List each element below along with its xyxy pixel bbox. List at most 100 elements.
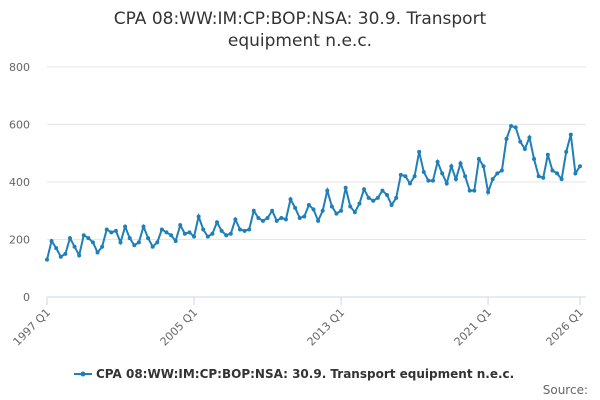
data-point	[435, 159, 440, 164]
data-point	[123, 224, 128, 229]
data-point	[77, 253, 82, 258]
x-tick-label: 1997 Q1	[11, 306, 54, 349]
data-point	[58, 254, 63, 259]
data-point	[343, 185, 348, 190]
data-point	[545, 152, 550, 157]
data-point	[150, 244, 155, 249]
data-point	[568, 132, 573, 137]
data-point	[63, 251, 68, 256]
data-point	[532, 157, 537, 161]
data-point	[256, 215, 261, 220]
data-point	[192, 234, 197, 239]
data-point	[467, 188, 472, 193]
data-point	[224, 233, 229, 238]
data-point	[518, 139, 523, 144]
data-point	[265, 215, 270, 220]
data-point	[430, 178, 435, 183]
data-point	[417, 149, 422, 154]
data-point	[215, 220, 220, 225]
data-point	[449, 164, 454, 169]
data-point	[127, 236, 132, 241]
data-point	[394, 195, 399, 200]
data-point	[146, 236, 151, 241]
data-point	[375, 195, 380, 200]
data-point	[366, 195, 371, 200]
data-point	[210, 231, 215, 236]
data-point	[339, 208, 344, 213]
data-point	[159, 227, 164, 232]
legend: CPA 08:WW:IM:CP:BOP:NSA: 30.9. Transport…	[74, 367, 514, 381]
data-point	[178, 223, 183, 228]
data-point	[251, 208, 256, 213]
data-point	[45, 257, 49, 262]
data-point	[476, 157, 481, 161]
data-point	[132, 243, 137, 248]
data-point	[67, 236, 72, 241]
data-point	[458, 161, 463, 166]
data-point	[279, 215, 284, 220]
data-point	[49, 238, 54, 243]
data-point	[109, 230, 114, 235]
data-point	[407, 181, 412, 186]
data-point	[233, 217, 238, 222]
data-point	[334, 211, 339, 216]
data-point	[444, 181, 449, 186]
data-point	[527, 135, 532, 140]
data-point	[54, 246, 59, 251]
data-point	[196, 214, 201, 219]
legend-label: CPA 08:WW:IM:CP:BOP:NSA: 30.9. Transport…	[96, 367, 514, 381]
data-point	[187, 230, 192, 235]
data-point	[141, 224, 146, 229]
legend-marker	[80, 371, 86, 377]
data-point	[316, 218, 321, 223]
data-point	[118, 240, 123, 245]
data-point	[403, 174, 408, 179]
data-point	[573, 171, 578, 176]
data-point	[578, 164, 582, 169]
data-point	[81, 233, 86, 238]
y-tick-label: 0	[23, 291, 30, 304]
data-point	[288, 197, 293, 202]
data-point	[555, 171, 560, 176]
y-tick-label: 800	[9, 61, 30, 74]
data-point	[297, 215, 302, 220]
data-point	[173, 238, 178, 243]
data-point	[472, 188, 477, 193]
data-point	[426, 178, 431, 183]
y-tick-label: 600	[9, 119, 30, 132]
data-point	[247, 227, 252, 232]
data-point	[380, 188, 385, 193]
source-label: Source:	[543, 383, 588, 397]
data-point	[398, 172, 403, 177]
data-point	[86, 236, 91, 241]
y-tick-label: 200	[9, 234, 30, 247]
data-point	[421, 169, 426, 174]
data-point	[481, 164, 486, 169]
data-point	[293, 205, 298, 210]
data-point	[389, 203, 394, 207]
data-point	[90, 240, 95, 245]
data-point	[536, 174, 541, 179]
data-point	[440, 171, 445, 176]
data-point	[302, 214, 307, 219]
data-point	[164, 230, 169, 235]
data-point	[219, 228, 224, 233]
data-point	[499, 168, 504, 173]
data-point	[495, 171, 500, 176]
data-point	[490, 177, 495, 182]
data-point	[72, 244, 77, 249]
data-point	[559, 177, 564, 182]
data-point	[311, 207, 316, 212]
chart-title: CPA 08:WW:IM:CP:BOP:NSA: 30.9. Transport…	[114, 9, 487, 51]
data-point	[201, 227, 206, 232]
data-point	[205, 234, 210, 239]
data-point	[182, 231, 187, 236]
data-point	[155, 240, 160, 245]
y-tick-label: 400	[9, 176, 30, 189]
data-point	[513, 125, 518, 130]
data-point	[242, 228, 247, 233]
data-point	[522, 146, 527, 151]
data-point	[412, 174, 417, 179]
data-point	[348, 204, 353, 209]
